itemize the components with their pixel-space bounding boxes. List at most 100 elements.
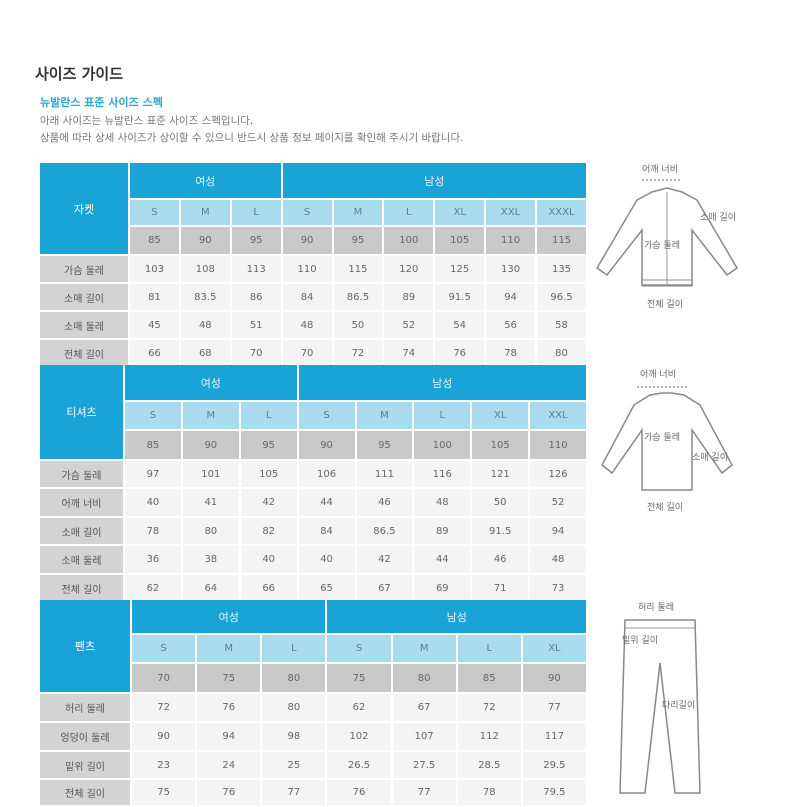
description-line: 상품에 따라 상세 사이즈가 상이할 수 있으니 반드시 상품 정보 페이지를 … xyxy=(40,132,464,144)
table-row: 소매 길이 81 83.5 86 84 86.5 89 91.5 94 96.5 xyxy=(40,284,586,310)
size-label: M xyxy=(333,200,383,225)
measurement-value: 23 xyxy=(132,752,196,778)
size-number: 85 xyxy=(130,227,179,254)
measurement-value: 51 xyxy=(231,312,281,338)
men-header: 남성 xyxy=(282,163,586,198)
measurement-value: 79.5 xyxy=(522,780,586,805)
row-label: 전체 길이 xyxy=(40,340,128,366)
measurement-value: 77 xyxy=(522,694,586,721)
size-label: L xyxy=(240,402,297,429)
measurement-value: 72 xyxy=(333,340,383,366)
jacket-illustration: 어깨 너비 소매 길이 가슴 둘레 전체 길이 xyxy=(596,163,738,310)
size-label: XL xyxy=(522,635,586,662)
size-number: 100 xyxy=(414,431,471,459)
measurement-value: 66 xyxy=(130,340,179,366)
measurement-value: 26.5 xyxy=(327,752,391,778)
description-line: 아래 사이즈는 뉴발란스 표준 사이즈 스펙입니다. xyxy=(40,115,254,127)
size-label: L xyxy=(457,635,521,662)
measurement-value: 27.5 xyxy=(392,752,456,778)
measurement-value: 86 xyxy=(231,284,281,310)
size-label: M xyxy=(392,635,456,662)
measurement-value: 64 xyxy=(182,575,239,602)
measurement-value: 90 xyxy=(132,723,196,750)
measurement-value: 76 xyxy=(327,780,391,805)
measurement-value: 91.5 xyxy=(435,284,485,310)
measurement-value: 96.5 xyxy=(537,284,586,310)
table-row: 소매 둘레 45 48 51 48 50 52 54 56 58 xyxy=(40,312,586,338)
size-number: 90 xyxy=(182,431,239,459)
men-header: 남성 xyxy=(298,365,586,400)
measurement-value: 121 xyxy=(472,461,529,487)
row-label: 어깨 너비 xyxy=(40,489,123,516)
measurement-value: 40 xyxy=(125,489,181,516)
size-number: 115 xyxy=(537,227,586,254)
jacket-size-table: 자켓 여성 남성 S M L S M L XL XXL XXXL 85 90 95 90 95 100 105 110… xyxy=(38,161,588,368)
size-number: 110 xyxy=(486,227,535,254)
size-label: L xyxy=(384,200,434,225)
measurement-value: 75 xyxy=(132,780,196,805)
table-row: 가슴 둘레 97 101 105 106 111 116 121 126 xyxy=(40,461,586,487)
measurement-value: 56 xyxy=(486,312,535,338)
size-label: M xyxy=(180,200,230,225)
measurement-value: 106 xyxy=(298,461,355,487)
size-label: S xyxy=(327,635,391,662)
size-label: S xyxy=(282,200,332,225)
measurement-value: 76 xyxy=(435,340,485,366)
measurement-value: 77 xyxy=(392,780,456,805)
measurement-value: 84 xyxy=(298,518,355,544)
measurement-value: 110 xyxy=(282,256,332,282)
measurement-value: 40 xyxy=(240,546,297,573)
size-label: XXL xyxy=(486,200,535,225)
measurement-value: 40 xyxy=(298,546,355,573)
category-header: 자켓 xyxy=(40,163,128,254)
row-label: 가슴 둘레 xyxy=(40,256,128,282)
measurement-value: 120 xyxy=(384,256,434,282)
measurement-value: 62 xyxy=(125,575,181,602)
page-title: 사이즈 가이드 xyxy=(35,65,124,83)
measurement-value: 115 xyxy=(333,256,383,282)
size-number: 110 xyxy=(530,431,586,459)
size-number: 95 xyxy=(356,431,413,459)
measurement-value: 25 xyxy=(262,752,326,778)
size-label: XXL xyxy=(530,402,586,429)
measurement-value: 48 xyxy=(282,312,332,338)
measurement-value: 80 xyxy=(182,518,239,544)
size-label: L xyxy=(231,200,281,225)
measurement-value: 135 xyxy=(537,256,586,282)
size-number: 85 xyxy=(125,431,181,459)
measurement-value: 50 xyxy=(472,489,529,516)
measurement-value: 112 xyxy=(457,723,521,750)
measurement-value: 108 xyxy=(180,256,230,282)
row-label: 소매 길이 xyxy=(40,518,123,544)
measurement-value: 42 xyxy=(240,489,297,516)
women-header: 여성 xyxy=(132,600,326,633)
size-label: L xyxy=(262,635,326,662)
size-label: S xyxy=(125,402,181,429)
row-label: 엉덩이 둘레 xyxy=(40,723,130,750)
tshirt-size-table: 티셔츠 여성 남성 S M L S M L XL XXL 85 90 95 90 95 100 105 110 가슴 … xyxy=(38,363,588,604)
women-header: 여성 xyxy=(125,365,297,400)
jacket-length-label: 전체 길이 xyxy=(647,299,683,310)
measurement-value: 67 xyxy=(392,694,456,721)
measurement-value: 70 xyxy=(231,340,281,366)
size-label: L xyxy=(414,402,471,429)
pants-rise-label: 밑위 길이 xyxy=(622,634,658,646)
men-header: 남성 xyxy=(327,600,586,633)
measurement-value: 52 xyxy=(384,312,434,338)
measurement-value: 44 xyxy=(414,546,471,573)
size-number: 95 xyxy=(333,227,383,254)
size-label: S xyxy=(130,200,179,225)
measurement-value: 111 xyxy=(356,461,413,487)
measurement-value: 107 xyxy=(392,723,456,750)
size-number: 90 xyxy=(298,431,355,459)
measurement-value: 24 xyxy=(197,752,261,778)
row-label: 허리 둘레 xyxy=(40,694,130,721)
measurement-value: 78 xyxy=(486,340,535,366)
size-number: 90 xyxy=(180,227,230,254)
measurement-value: 77 xyxy=(262,780,326,805)
size-label: XL xyxy=(435,200,485,225)
size-number: 95 xyxy=(240,431,297,459)
row-label: 소매 둘레 xyxy=(40,546,123,573)
jacket-chest-label: 가슴 둘레 xyxy=(644,240,680,251)
measurement-value: 42 xyxy=(356,546,413,573)
